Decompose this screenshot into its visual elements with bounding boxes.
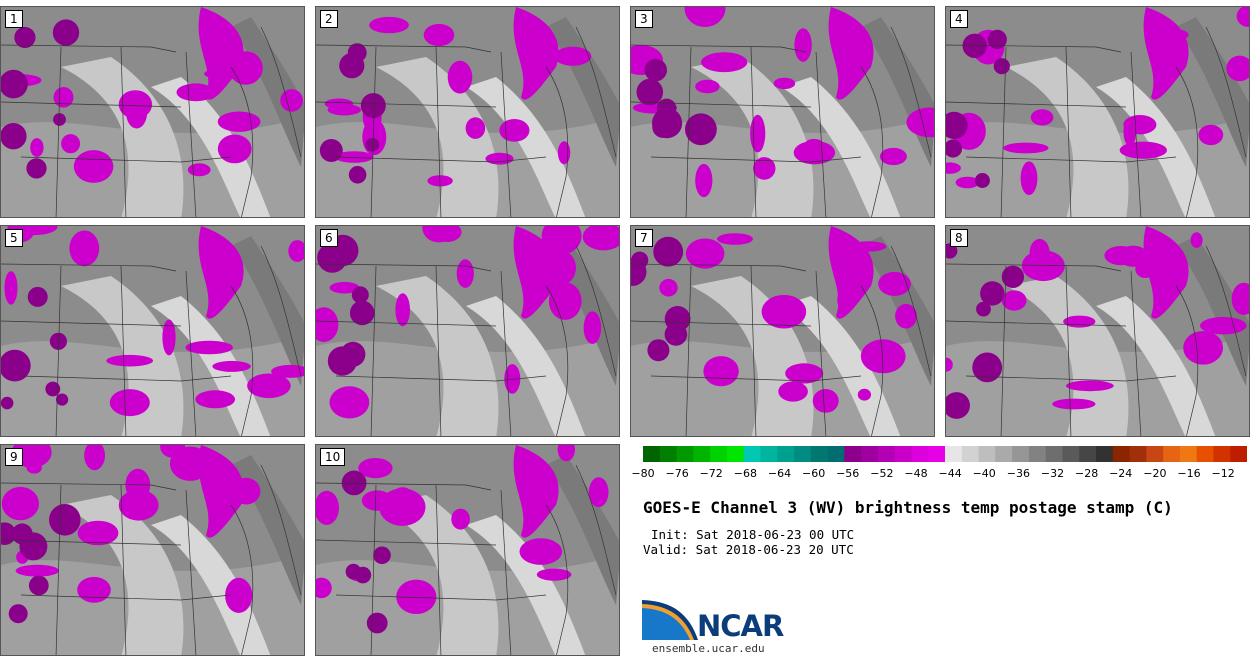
- wv-brightness-map: [1, 445, 304, 655]
- colorbar-cell: [894, 446, 913, 462]
- colorbar-cell: [844, 446, 862, 462]
- stamp-panel-7: 7: [630, 225, 935, 437]
- colorbar-tick-label: −36: [1006, 467, 1030, 480]
- valid-time: Valid: Sat 2018-06-23 20 UTC: [643, 542, 854, 557]
- stamp-panel-5: 5: [0, 225, 305, 437]
- colorbar-tick-label: −68: [733, 467, 757, 480]
- stamp-panel-9: 9: [0, 444, 305, 656]
- stamp-panel-2: 2: [315, 6, 620, 218]
- init-time: Init: Sat 2018-06-23 00 UTC: [651, 527, 855, 542]
- site-url: ensemble.ucar.edu: [652, 642, 765, 655]
- colorbar-cell: [911, 446, 929, 462]
- colorbar-cell: [1163, 446, 1181, 462]
- stamp-panel-10: 10: [315, 444, 620, 656]
- colorbar-cell: [961, 446, 980, 462]
- colorbar-cell: [1129, 446, 1147, 462]
- panel-number: 7: [635, 229, 653, 247]
- colorbar-tick-label: −20: [1143, 467, 1167, 480]
- colorbar-cell: [794, 446, 812, 462]
- colorbar-cell: [1230, 446, 1247, 462]
- colorbar-tick-label: −12: [1211, 467, 1235, 480]
- wv-brightness-map: [316, 7, 619, 217]
- colorbar-tick-label: −44: [938, 467, 962, 480]
- colorbar-cell: [810, 446, 829, 462]
- colorbar-tick-label: −48: [904, 467, 928, 480]
- colorbar-cell: [945, 446, 963, 462]
- stamp-panel-3: 3: [630, 6, 935, 218]
- colorbar-cell: [1112, 446, 1131, 462]
- colorbar-cell: [1062, 446, 1080, 462]
- logo-text: NCAR: [697, 609, 784, 643]
- wv-brightness-map: [1, 226, 304, 436]
- colorbar-cell: [995, 446, 1013, 462]
- colorbar-cell: [1028, 446, 1047, 462]
- wv-brightness-map: [946, 226, 1249, 436]
- colorbar-cell: [827, 446, 845, 462]
- colorbar-cell: [877, 446, 896, 462]
- colorbar-tick-label: −32: [1040, 467, 1065, 480]
- panel-number: 6: [320, 229, 338, 247]
- colorbar-cell: [1045, 446, 1064, 462]
- colorbar-cell: [743, 446, 762, 462]
- colorbar-ticks: −80 −76 −72 −68 −64 −60 −56 −52 −48 −44 −40 −36 −32−…: [630, 467, 1260, 483]
- wv-brightness-map: [946, 7, 1249, 217]
- colorbar: [643, 446, 1247, 462]
- colorbar-tick-label: −40: [972, 467, 996, 480]
- stamp-panel-6: 6: [315, 225, 620, 437]
- stamp-panel-8: 8: [945, 225, 1250, 437]
- colorbar-tick-label: −16: [1177, 467, 1201, 480]
- wv-brightness-map: [1, 7, 304, 217]
- colorbar-cell: [1213, 446, 1231, 462]
- colorbar-tick-label: −76: [665, 467, 689, 480]
- colorbar-tick-label: −28: [1074, 467, 1099, 480]
- panel-number: 10: [320, 448, 346, 466]
- wv-brightness-map: [631, 226, 934, 436]
- panel-number: 3: [635, 10, 653, 28]
- panel-number: 4: [950, 10, 968, 28]
- colorbar-cell: [643, 446, 661, 462]
- colorbar-cell: [861, 446, 879, 462]
- colorbar-cell: [1079, 446, 1097, 462]
- colorbar-tick-label: −60: [801, 467, 826, 480]
- colorbar-cell: [1012, 446, 1030, 462]
- colorbar-cell: [978, 446, 996, 462]
- colorbar-tick-label: −52: [870, 467, 894, 480]
- figure-title: GOES-E Channel 3 (WV) brightness temp po…: [643, 498, 1173, 517]
- stamp-panel-1: 1: [0, 6, 305, 218]
- colorbar-cell: [693, 446, 711, 462]
- colorbar-tick-label: −80: [631, 467, 655, 480]
- colorbar-tick-label: −24: [1109, 467, 1133, 480]
- wv-brightness-map: [316, 226, 619, 436]
- stamp-panel-4: 4: [945, 6, 1250, 218]
- panel-number: 2: [320, 10, 338, 28]
- colorbar-cell: [928, 446, 946, 462]
- wv-brightness-map: [316, 445, 619, 655]
- colorbar-cell: [760, 446, 778, 462]
- colorbar-cell: [1179, 446, 1198, 462]
- colorbar-tick-label: −56: [836, 467, 860, 480]
- panel-number: 5: [5, 229, 23, 247]
- colorbar-cell: [1196, 446, 1215, 462]
- colorbar-tick-label: −72: [699, 467, 723, 480]
- colorbar-cell: [1096, 446, 1114, 462]
- colorbar-cell: [659, 446, 678, 462]
- panel-number: 1: [5, 10, 23, 28]
- colorbar-cell: [726, 446, 745, 462]
- ncar-logo-icon: [642, 600, 698, 640]
- panel-number: 8: [950, 229, 968, 247]
- colorbar-cell: [676, 446, 694, 462]
- panel-number: 9: [5, 448, 23, 466]
- colorbar-cell: [777, 446, 795, 462]
- colorbar-cell: [710, 446, 728, 462]
- wv-brightness-map: [631, 7, 934, 217]
- colorbar-tick-label: −64: [767, 467, 792, 480]
- colorbar-cell: [1146, 446, 1164, 462]
